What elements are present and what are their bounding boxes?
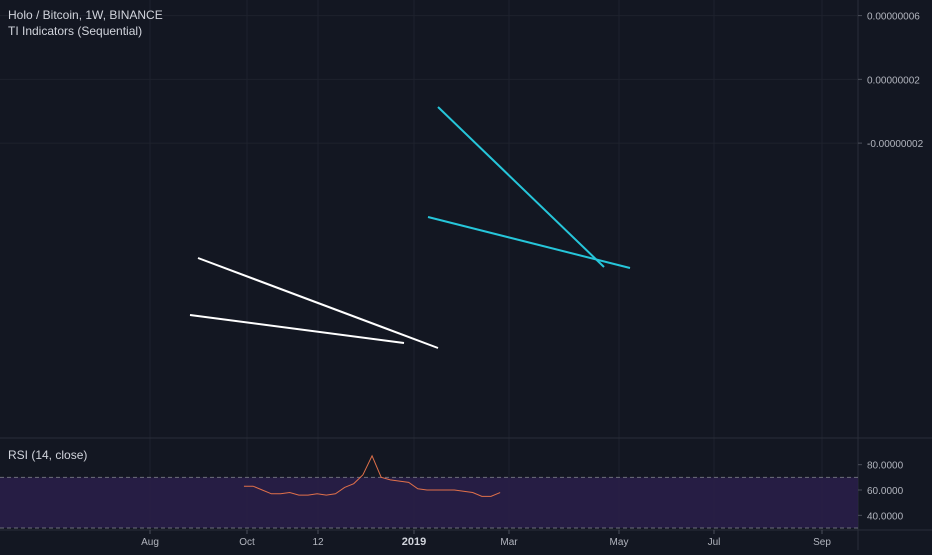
symbol-title: Holo / Bitcoin, 1W, BINANCE — [8, 8, 163, 22]
x-tick-label: Sep — [813, 537, 831, 548]
trendline-upper-white — [197, 257, 439, 349]
x-tick-label: 12 — [312, 537, 324, 548]
rsi-tick-label: 60.0000 — [867, 486, 904, 497]
rsi-tick-label: 80.0000 — [867, 461, 904, 472]
time-axis: Aug Oct 12 2019 Mar May Jul Sep — [141, 530, 831, 548]
indicator-title: TI Indicators (Sequential) — [8, 24, 143, 38]
x-tick-label: Oct — [239, 537, 255, 548]
rsi-title: RSI (14, close) — [8, 448, 88, 462]
trendline-lower-cyan — [427, 216, 631, 269]
rsi-band — [0, 477, 858, 528]
trendline-lower-white — [189, 314, 405, 344]
grid — [0, 0, 858, 530]
trendlines — [189, 106, 631, 349]
x-tick-label: Aug — [141, 537, 159, 548]
y-tick-label: -0.00000002 — [867, 139, 924, 150]
y-tick-label: 0.00000002 — [867, 75, 920, 86]
rsi-tick-label: 40.0000 — [867, 511, 904, 522]
rsi-panel: 80.0000 60.0000 40.0000 — [0, 454, 904, 529]
x-tick-label: Mar — [500, 537, 518, 548]
x-tick-label: Jul — [708, 537, 721, 548]
x-tick-label: May — [610, 537, 629, 548]
rsi-line — [243, 454, 501, 497]
x-tick-label: 2019 — [402, 536, 426, 548]
trendline-upper-cyan — [437, 106, 605, 268]
y-tick-label: 0.00000006 — [867, 12, 920, 23]
